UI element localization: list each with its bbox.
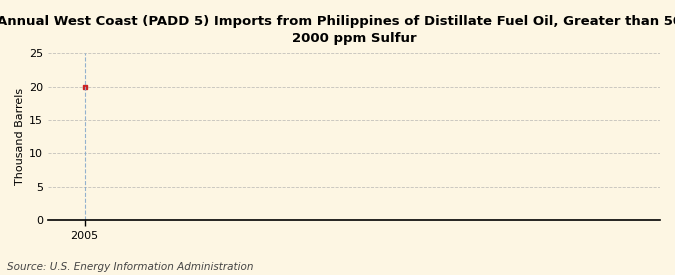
Text: Source: U.S. Energy Information Administration: Source: U.S. Energy Information Administ… <box>7 262 253 272</box>
Title: Annual West Coast (PADD 5) Imports from Philippines of Distillate Fuel Oil, Grea: Annual West Coast (PADD 5) Imports from … <box>0 15 675 45</box>
Y-axis label: Thousand Barrels: Thousand Barrels <box>15 88 25 185</box>
